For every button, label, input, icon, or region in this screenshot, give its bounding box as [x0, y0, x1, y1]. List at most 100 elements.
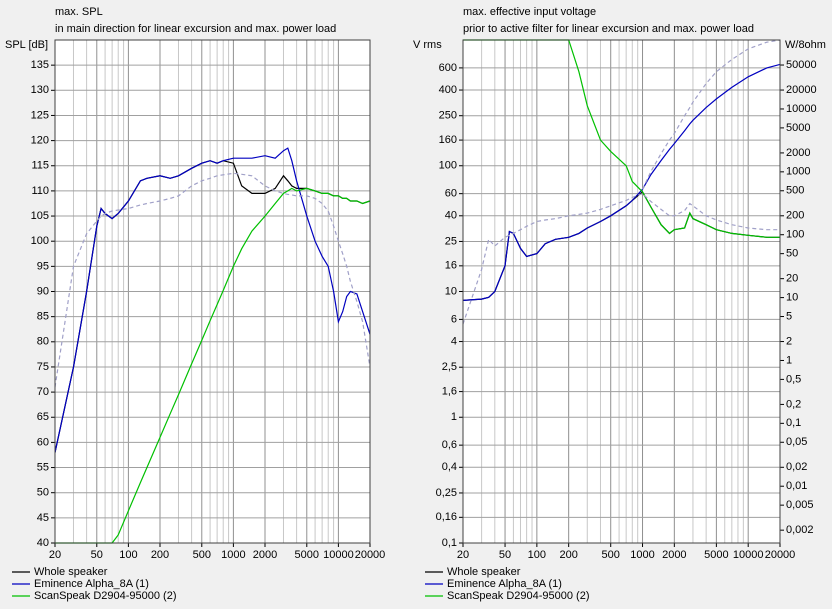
series-line [55, 172, 370, 388]
x-tick-label: 1000 [221, 549, 245, 561]
y-tick-label: 60 [445, 188, 457, 200]
series-line [641, 39, 780, 190]
y2-tick-label: 50000 [786, 59, 817, 71]
x-tick-label: 2000 [662, 549, 686, 561]
chart-title: max. SPL [55, 6, 103, 18]
x-tick-label: 50 [499, 549, 511, 561]
y-tick-label: 40 [445, 210, 457, 222]
y-tick-label: 250 [439, 110, 457, 122]
y-tick-label: 130 [31, 84, 49, 96]
y-tick-label: 50 [37, 487, 49, 499]
y-tick-label: 60 [37, 436, 49, 448]
x-tick-label: 20000 [765, 549, 796, 561]
y-tick-label: 0,4 [442, 461, 457, 473]
x-tick-label: 20000 [355, 549, 386, 561]
x-tick-label: 10000 [733, 549, 764, 561]
chart-subtitle: prior to active filter for linear excurs… [463, 23, 754, 35]
y2-tick-label: 20000 [786, 84, 817, 96]
y2-tick-label: 0,05 [786, 436, 807, 448]
legend-label: Eminence Alpha_8A (1) [34, 578, 149, 590]
y-tick-label: 115 [31, 160, 49, 172]
y-tick-label: 110 [31, 185, 49, 197]
y-tick-label: 80 [37, 336, 49, 348]
x-tick-label: 1000 [630, 549, 654, 561]
y-tick-label: 6 [451, 313, 457, 325]
legend-label: ScanSpeak D2904-95000 (2) [34, 590, 176, 602]
y-tick-label: 25 [445, 235, 457, 247]
y2-tick-label: 20 [786, 273, 798, 285]
series-line [463, 63, 780, 301]
y-tick-label: 40 [37, 537, 49, 549]
y2-tick-label: 5000 [786, 122, 810, 134]
y2-tick-label: 0,2 [786, 398, 801, 410]
y2-tick-label: 10000 [786, 103, 817, 115]
plot-frame [54, 39, 371, 544]
y2-tick-label: 1 [786, 354, 792, 366]
y2-tick-label: 0,5 [786, 373, 801, 385]
y2-tick-label: 5 [786, 310, 792, 322]
plot-frame [462, 39, 781, 544]
y2-tick-label: 0,005 [786, 499, 814, 511]
y-tick-label: 1 [451, 411, 457, 423]
y2-tick-label: 100 [786, 229, 804, 241]
y-tick-label: 2,5 [442, 361, 457, 373]
y-tick-label: 160 [439, 134, 457, 146]
x-tick-label: 20 [49, 549, 61, 561]
legend-label: Whole speaker [447, 566, 521, 578]
series-line [463, 192, 780, 325]
y-tick-label: 135 [31, 59, 49, 71]
y2-tick-label: 0,01 [786, 480, 807, 492]
x-tick-label: 20 [457, 549, 469, 561]
y-tick-label: 125 [31, 109, 49, 121]
y-tick-label: 400 [439, 84, 457, 96]
x-tick-label: 500 [602, 549, 620, 561]
y2-tick-label: 10 [786, 291, 798, 303]
y-tick-label: 0,25 [436, 487, 457, 499]
x-tick-label: 5000 [295, 549, 319, 561]
y-tick-label: 0,1 [442, 537, 457, 549]
x-tick-label: 100 [119, 549, 137, 561]
y-axis-label: SPL [dB] [5, 39, 48, 51]
y-tick-label: 45 [37, 512, 49, 524]
x-tick-label: 2000 [253, 549, 277, 561]
y2-tick-label: 2 [786, 335, 792, 347]
x-tick-label: 200 [151, 549, 169, 561]
y-tick-label: 4 [451, 335, 457, 347]
chart-title: max. effective input voltage [463, 6, 596, 18]
y-tick-label: 1,6 [442, 385, 457, 397]
x-tick-label: 500 [193, 549, 211, 561]
y2-tick-label: 0,002 [786, 524, 814, 536]
y-tick-label: 100 [439, 160, 457, 172]
x-tick-label: 200 [559, 549, 577, 561]
y-tick-label: 55 [37, 461, 49, 473]
y2-tick-label: 2000 [786, 147, 810, 159]
y2-axis-label: W/8ohm [785, 39, 826, 51]
series-line [55, 187, 370, 544]
x-tick-label: 10000 [323, 549, 354, 561]
y-tick-label: 100 [31, 235, 49, 247]
y-tick-label: 85 [37, 311, 49, 323]
y2-tick-label: 0,02 [786, 461, 807, 473]
series-line [55, 147, 370, 453]
y-tick-label: 120 [31, 135, 49, 147]
y-tick-label: 10 [445, 285, 457, 297]
y-tick-label: 0,16 [436, 511, 457, 523]
x-tick-label: 50 [91, 549, 103, 561]
y-tick-label: 70 [37, 386, 49, 398]
y-tick-label: 600 [439, 62, 457, 74]
y-tick-label: 105 [31, 210, 49, 222]
y-tick-label: 65 [37, 411, 49, 423]
plot-lines [55, 147, 370, 544]
y2-tick-label: 200 [786, 210, 804, 222]
y-tick-label: 90 [37, 285, 49, 297]
y2-tick-label: 0,1 [786, 417, 801, 429]
y2-tick-label: 1000 [786, 166, 810, 178]
y2-tick-label: 500 [786, 185, 804, 197]
legend-label: ScanSpeak D2904-95000 (2) [447, 590, 589, 602]
y-tick-label: 75 [37, 361, 49, 373]
y-axis-label: V rms [413, 39, 442, 51]
y-tick-label: 95 [37, 260, 49, 272]
y-tick-label: 0,6 [442, 439, 457, 451]
legend-label: Eminence Alpha_8A (1) [447, 578, 562, 590]
